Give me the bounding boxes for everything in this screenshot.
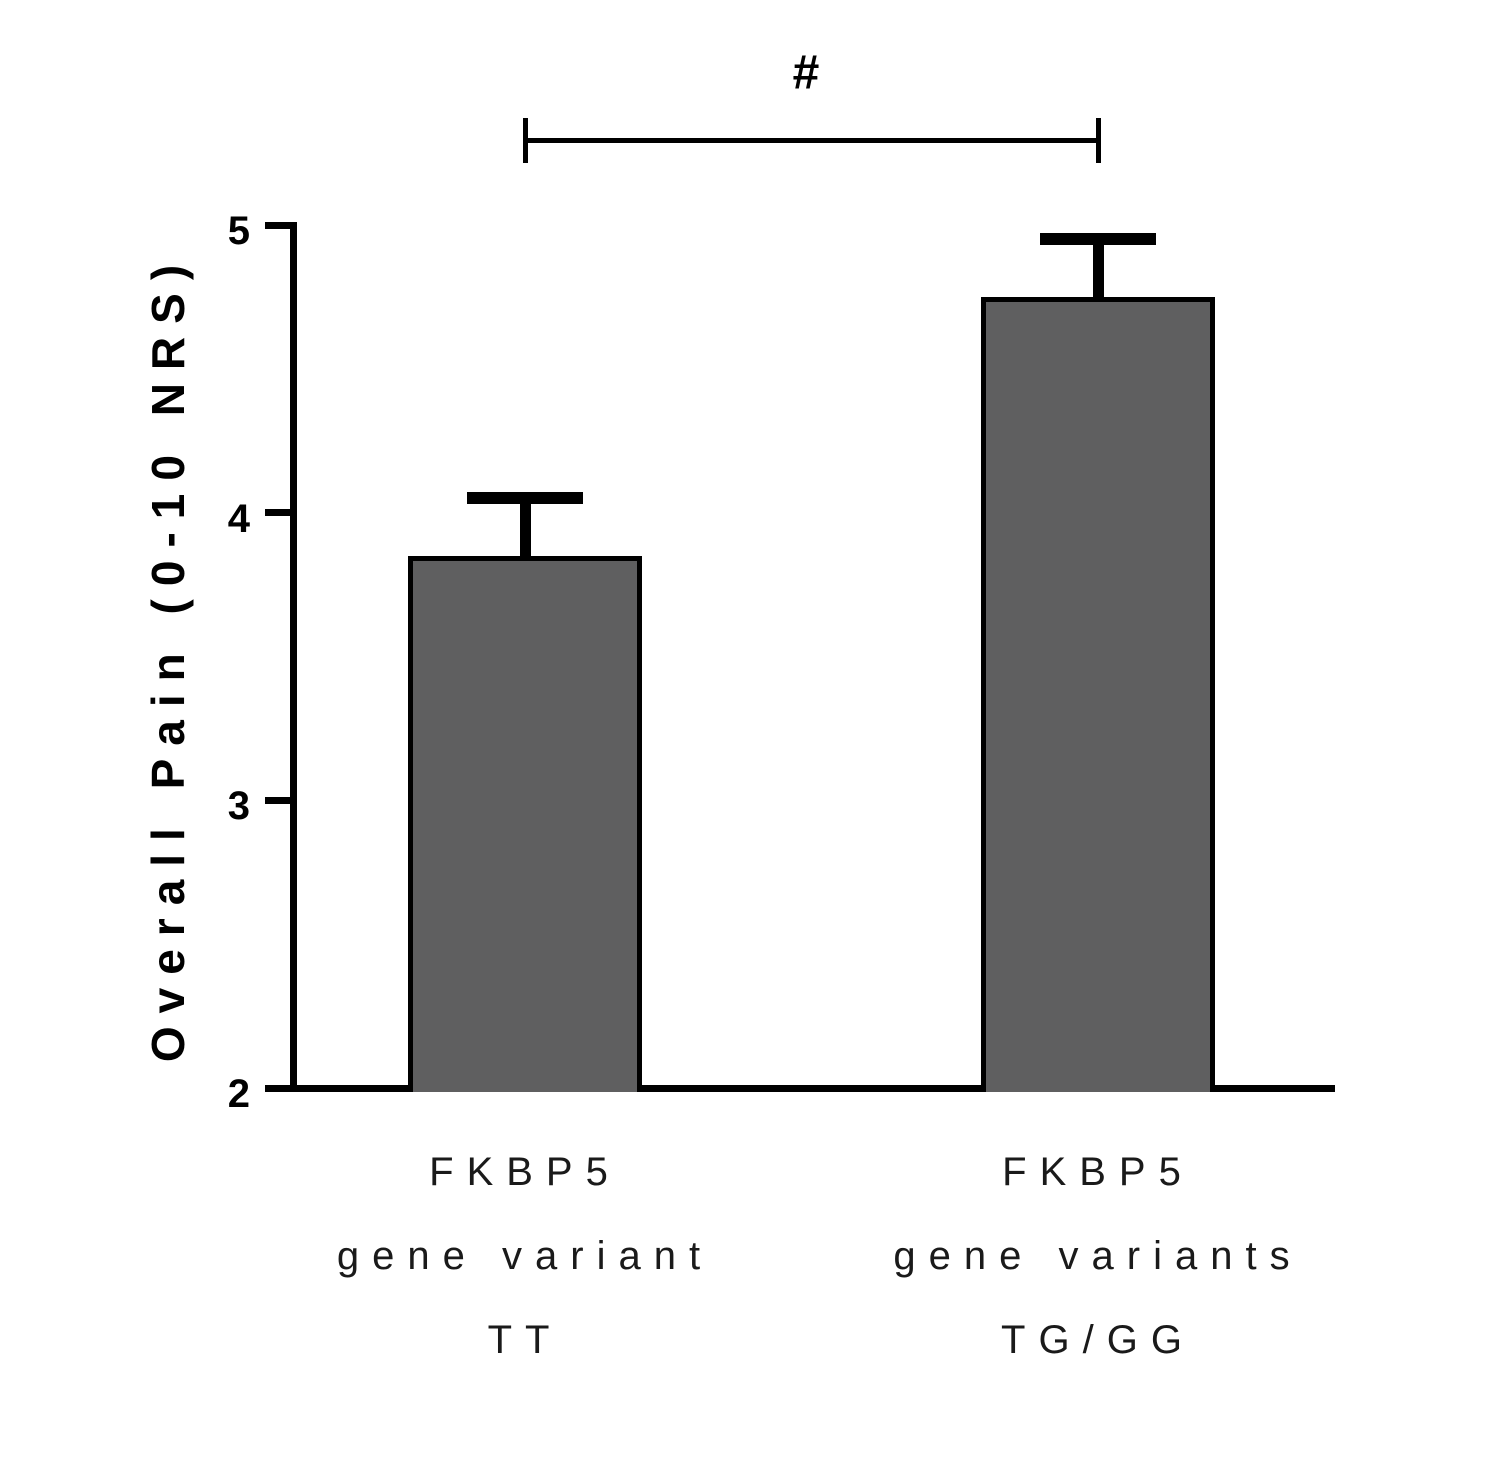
x-category-label-tt: FKBP5 gene variant TT	[245, 1130, 805, 1382]
bar-1	[981, 297, 1215, 1092]
bar-0	[408, 556, 642, 1092]
y-tick-mark	[265, 222, 290, 229]
error-bar-stem-0	[520, 498, 531, 560]
y-tick-mark	[265, 1085, 290, 1092]
category-line-3: TT	[487, 1318, 563, 1362]
category-line-3: TG/GG	[1001, 1318, 1195, 1362]
error-bar-cap-0	[467, 492, 583, 504]
x-category-label-tg-gg: FKBP5 gene variants TG/GG	[818, 1130, 1378, 1382]
significance-bracket	[525, 138, 1098, 143]
y-tick-label: 3	[227, 784, 250, 828]
x-axis-line	[268, 1085, 1335, 1092]
y-axis-title: Overall Pain (0-10 NRS)	[142, 251, 194, 1063]
y-axis-line	[290, 222, 297, 1092]
y-tick-label: 5	[227, 209, 250, 253]
error-bar-stem-1	[1093, 239, 1104, 301]
category-line-2: gene variants	[893, 1234, 1303, 1278]
significance-bracket-end-1	[1096, 118, 1101, 163]
y-tick-mark	[265, 509, 290, 516]
category-line-1: FKBP5	[1002, 1150, 1194, 1194]
y-tick-mark	[265, 797, 290, 804]
y-tick-label: 4	[227, 497, 250, 541]
significance-label: #	[792, 46, 820, 100]
error-bar-cap-1	[1040, 233, 1156, 245]
category-line-2: gene variant	[336, 1234, 714, 1278]
significance-bracket-end-0	[523, 118, 528, 163]
y-tick-label: 2	[227, 1072, 250, 1116]
category-line-1: FKBP5	[429, 1150, 621, 1194]
